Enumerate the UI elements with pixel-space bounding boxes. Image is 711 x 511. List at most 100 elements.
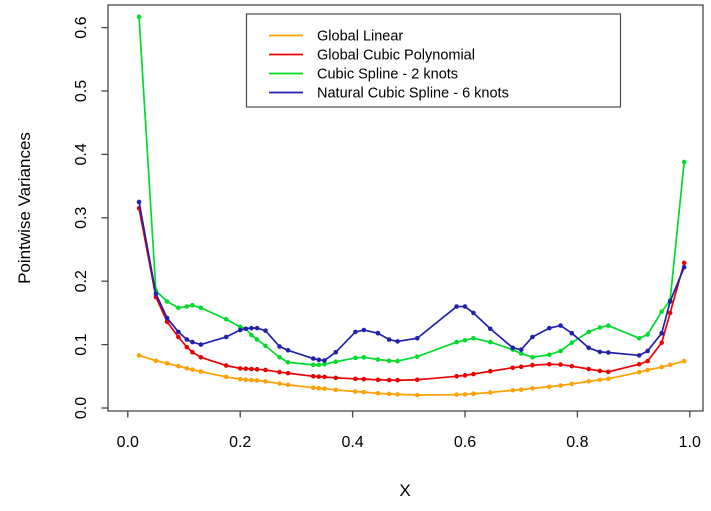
data-point-natural-cubic-spline-6-knots: [249, 325, 254, 331]
data-point-global-linear: [586, 379, 591, 384]
data-point-global-linear: [510, 387, 516, 393]
data-point-global-linear: [316, 385, 322, 391]
data-point-cubic-spline-2-knots: [176, 305, 181, 311]
x-tick-label: 1.0: [679, 434, 701, 451]
data-point-global-linear: [487, 390, 493, 395]
data-point-cubic-spline-2-knots: [518, 351, 524, 356]
data-point-global-cubic-polynomial: [471, 371, 476, 377]
data-point-natural-cubic-spline-6-knots: [333, 349, 339, 355]
data-point-global-linear: [454, 392, 459, 397]
data-point-global-cubic-polynomial: [375, 377, 381, 383]
data-point-global-linear: [361, 389, 367, 395]
data-point-cubic-spline-2-knots: [645, 332, 650, 337]
data-point-global-cubic-polynomial: [277, 369, 282, 375]
data-point-natural-cubic-spline-6-knots: [310, 356, 316, 361]
data-point-global-cubic-polynomial: [285, 370, 291, 376]
data-point-global-cubic-polynomial: [198, 354, 204, 360]
data-point-global-linear: [518, 387, 524, 392]
data-point-cubic-spline-2-knots: [487, 339, 493, 345]
data-point-global-linear: [667, 362, 673, 368]
data-point-global-cubic-polynomial: [254, 367, 260, 372]
series-line-global-linear: [138, 354, 685, 396]
data-point-natural-cubic-spline-6-knots: [243, 326, 249, 332]
data-point-global-cubic-polynomial: [645, 358, 650, 364]
data-point-global-linear: [386, 391, 392, 397]
data-point-global-cubic-polynomial: [414, 377, 420, 383]
data-point-natural-cubic-spline-6-knots: [659, 330, 664, 336]
data-point-global-cubic-polynomial: [237, 366, 243, 371]
legend-label-cubic-spline-2-knots: Cubic Spline - 2 knots: [317, 67, 458, 83]
data-point-natural-cubic-spline-6-knots: [353, 329, 358, 335]
data-point-natural-cubic-spline-6-knots: [237, 327, 243, 333]
plot-box: [107, 4, 704, 412]
data-point-global-linear: [190, 367, 195, 372]
data-point-global-cubic-polynomial: [353, 376, 358, 382]
data-point-global-linear: [184, 366, 190, 371]
x-tick-label: 0.4: [341, 434, 363, 451]
data-point-natural-cubic-spline-6-knots: [414, 335, 420, 341]
data-point-natural-cubic-spline-6-knots: [395, 339, 400, 344]
series-global-linear: [136, 353, 687, 398]
data-point-cubic-spline-2-knots: [681, 159, 687, 165]
data-point-cubic-spline-2-knots: [386, 358, 392, 364]
data-point-global-linear: [322, 386, 327, 391]
data-point-cubic-spline-2-knots: [353, 355, 358, 361]
data-point-global-cubic-polynomial: [249, 366, 254, 372]
data-point-cubic-spline-2-knots: [333, 359, 339, 365]
data-point-cubic-spline-2-knots: [310, 362, 316, 368]
data-point-global-cubic-polynomial: [636, 361, 642, 367]
data-point-global-cubic-polynomial: [487, 368, 493, 374]
data-point-natural-cubic-spline-6-knots: [510, 345, 516, 351]
data-point-natural-cubic-spline-6-knots: [386, 337, 392, 342]
data-point-global-cubic-polynomial: [454, 374, 459, 379]
data-point-cubic-spline-2-knots: [237, 324, 243, 330]
data-point-global-cubic-polynomial: [510, 365, 516, 371]
data-point-natural-cubic-spline-6-knots: [190, 339, 195, 345]
data-point-global-linear: [558, 383, 563, 388]
data-point-global-linear: [395, 392, 400, 397]
data-point-natural-cubic-spline-6-knots: [518, 347, 524, 352]
data-point-cubic-spline-2-knots: [659, 309, 664, 314]
data-point-global-linear: [636, 369, 642, 375]
data-point-cubic-spline-2-knots: [198, 305, 204, 311]
data-point-global-linear: [136, 353, 142, 358]
data-point-global-cubic-polynomial: [659, 340, 664, 345]
data-point-natural-cubic-spline-6-knots: [285, 348, 291, 353]
data-point-natural-cubic-spline-6-knots: [223, 334, 229, 340]
series-line-global-cubic-polynomial: [138, 208, 685, 382]
legend-entry: Global Cubic Polynomial: [269, 48, 475, 64]
data-point-global-cubic-polynomial: [361, 376, 367, 382]
data-point-cubic-spline-2-knots: [322, 361, 327, 367]
data-point-natural-cubic-spline-6-knots: [558, 323, 563, 328]
data-point-global-cubic-polynomial: [310, 374, 316, 379]
data-point-global-linear: [310, 385, 316, 391]
x-tick-label: 0.2: [229, 434, 251, 451]
data-point-global-linear: [249, 377, 254, 383]
data-point-global-cubic-polynomial: [184, 344, 190, 350]
legend-entry: Cubic Spline - 2 knots: [269, 67, 458, 83]
data-point-global-linear: [223, 374, 229, 380]
data-point-natural-cubic-spline-6-knots: [606, 350, 611, 355]
x-tick-label: 0.0: [117, 434, 139, 451]
x-axis-title: X: [399, 481, 410, 500]
axes: 0.0 0.2 0.4 0.6 0.8 1.0 0.0 0.1 0.2 0.3 0.4 0.5 0.6: [73, 16, 701, 451]
data-point-cubic-spline-2-knots: [530, 354, 535, 360]
data-point-natural-cubic-spline-6-knots: [361, 327, 367, 333]
data-point-natural-cubic-spline-6-knots: [636, 353, 642, 358]
data-point-global-cubic-polynomial: [606, 369, 611, 375]
series-global-cubic-polynomial: [136, 205, 687, 383]
data-point-cubic-spline-2-knots: [569, 340, 575, 345]
data-point-cubic-spline-2-knots: [414, 354, 420, 359]
data-point-global-linear: [164, 361, 170, 366]
data-point-global-cubic-polynomial: [243, 366, 249, 371]
data-point-natural-cubic-spline-6-knots: [176, 329, 181, 335]
data-point-global-linear: [569, 381, 575, 387]
data-point-cubic-spline-2-knots: [285, 360, 291, 365]
data-point-global-linear: [597, 377, 603, 383]
data-point-natural-cubic-spline-6-knots: [198, 342, 204, 347]
data-point-cubic-spline-2-knots: [254, 337, 260, 342]
data-point-natural-cubic-spline-6-knots: [263, 328, 268, 333]
data-point-global-cubic-polynomial: [667, 310, 673, 316]
y-tick-label: 0.3: [73, 207, 90, 229]
data-point-cubic-spline-2-knots: [190, 302, 195, 308]
